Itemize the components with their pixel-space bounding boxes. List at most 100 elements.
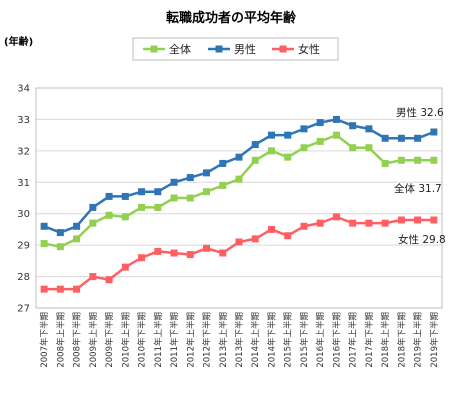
x-tick-label: 2016年上半期: [315, 312, 326, 368]
legend-swatch-marker: [279, 45, 287, 53]
data-point: [89, 273, 97, 281]
legend-label: 男性: [234, 42, 256, 56]
data-point: [397, 216, 405, 224]
data-point: [170, 178, 178, 186]
x-tick-label: 2019年下半期: [429, 312, 440, 368]
data-point: [381, 159, 389, 167]
y-tick-label: 31: [17, 178, 30, 189]
data-point: [40, 285, 48, 293]
x-tick-label: 2011年下半期: [169, 312, 180, 368]
data-point: [284, 232, 292, 240]
x-tick-label: 2013年下半期: [234, 312, 245, 368]
data-point: [219, 249, 227, 257]
data-point: [105, 276, 113, 284]
x-tick-label: 2011年上半期: [153, 312, 164, 368]
grid-lines: [36, 87, 442, 309]
y-tick-label: 34: [17, 84, 30, 95]
data-point: [121, 263, 129, 271]
end-label: 男性 32.6: [396, 106, 444, 119]
series-3: [40, 213, 438, 293]
data-point: [349, 219, 357, 227]
x-tick-label: 2008年上半期: [55, 312, 66, 368]
legend-item: 全体: [143, 42, 191, 56]
data-point: [381, 134, 389, 142]
data-point: [381, 219, 389, 227]
data-point: [397, 134, 405, 142]
y-tick-label: 30: [17, 209, 30, 220]
data-point: [430, 156, 438, 164]
data-point: [300, 125, 308, 133]
data-point: [219, 159, 227, 167]
legend-label: 女性: [298, 42, 320, 56]
data-point: [284, 131, 292, 139]
series-layer: [40, 115, 438, 293]
legend-box: [132, 37, 339, 61]
x-tick-label: 2018年下半期: [396, 312, 407, 368]
x-tick-label: 2013年上半期: [218, 312, 229, 368]
data-point: [267, 225, 275, 233]
data-point: [235, 238, 243, 246]
y-tick-label: 32: [17, 146, 30, 157]
data-point: [235, 153, 243, 161]
data-point: [40, 240, 48, 248]
data-point: [105, 192, 113, 200]
plot-area: [35, 87, 443, 309]
data-point: [332, 213, 340, 221]
x-axis-ticks: 2007年下半期 2008年上半期 2008年下半期 2009年上半期 2009年下半期…: [39, 312, 440, 368]
data-point: [300, 222, 308, 230]
data-point: [349, 122, 357, 130]
data-point: [203, 188, 211, 196]
data-point: [316, 137, 324, 145]
x-tick-label: 2010年上半期: [120, 312, 131, 368]
x-tick-label: 2008年下半期: [72, 312, 83, 368]
data-point: [73, 285, 81, 293]
data-point: [138, 188, 146, 196]
data-point: [300, 144, 308, 152]
data-point: [56, 243, 64, 251]
data-point: [251, 156, 259, 164]
x-tick-label: 2012年下半期: [202, 312, 213, 368]
legend-swatch-marker: [150, 45, 158, 53]
data-point: [235, 175, 243, 183]
data-point: [121, 192, 129, 200]
data-point: [121, 213, 129, 221]
end-label: 女性 29.8: [398, 233, 446, 246]
legend-item: 男性: [208, 42, 256, 56]
series-line: [43, 133, 434, 248]
data-point: [154, 188, 162, 196]
x-tick-label: 2015年下半期: [299, 312, 310, 368]
data-point: [186, 174, 194, 182]
x-tick-label: 2012年上半期: [185, 312, 196, 368]
data-point: [170, 249, 178, 257]
chart-title: 転職成功者の平均年齢: [166, 10, 297, 26]
y-axis-ticks: 27 28 29 30 31 32 33 34: [17, 84, 30, 315]
data-point: [332, 131, 340, 139]
data-point: [414, 134, 422, 142]
x-tick-label: 2017年下半期: [364, 312, 375, 368]
x-tick-label: 2019年上半期: [413, 312, 424, 368]
data-point: [430, 128, 438, 136]
data-point: [397, 156, 405, 164]
data-point: [251, 235, 259, 243]
data-point: [138, 254, 146, 262]
data-point: [349, 144, 357, 152]
data-point: [89, 203, 97, 211]
series-1: [40, 131, 438, 251]
data-point: [186, 194, 194, 202]
y-tick-label: 29: [17, 241, 30, 252]
legend: 全体 男性 女性: [132, 37, 339, 61]
legend-item: 女性: [272, 42, 320, 56]
end-labels: 全体 31.7 男性 32.6 女性 29.8: [394, 106, 446, 246]
data-point: [284, 153, 292, 161]
data-point: [154, 247, 162, 255]
data-point: [251, 141, 259, 149]
data-point: [154, 203, 162, 211]
series-line: [44, 215, 434, 291]
x-tick-label: 2007年下半期: [39, 312, 50, 368]
data-point: [219, 181, 227, 189]
data-point: [365, 219, 373, 227]
data-point: [365, 125, 373, 133]
data-point: [170, 194, 178, 202]
data-point: [414, 156, 422, 164]
